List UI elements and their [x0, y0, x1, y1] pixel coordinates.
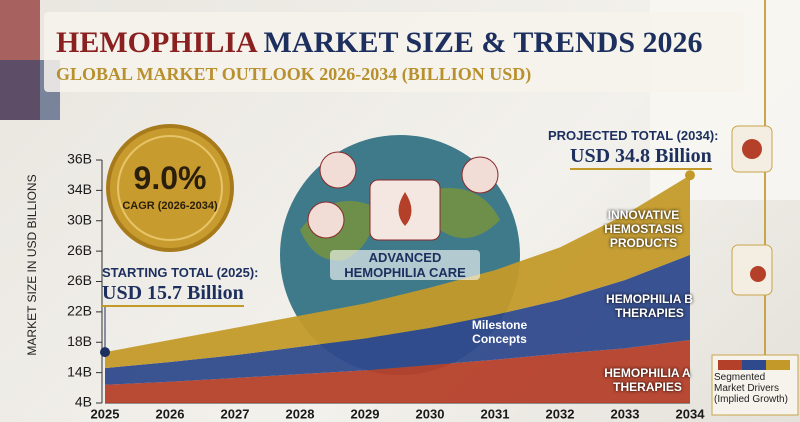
series-label: HEMOPHILIA A THERAPIES — [604, 366, 691, 394]
cagr-badge-ring — [117, 135, 223, 241]
y-tick-label: 22B — [67, 303, 92, 319]
end-marker — [685, 170, 695, 181]
title-panel — [44, 12, 744, 92]
y-axis-label: MARKET SIZE IN USD BILLIONS — [25, 174, 39, 356]
y-tick-label: 30B — [67, 211, 92, 227]
start-label: STARTING TOTAL (2025): — [102, 265, 259, 280]
cell-icon — [461, 156, 499, 194]
x-tick-label: 2031 — [481, 406, 510, 421]
icon — [742, 139, 762, 159]
x-tick-label: 2034 — [676, 406, 706, 421]
series-label: INNOVATIVE HEMOSTASIS PRODUCTS — [604, 208, 683, 250]
x-tick-label: 2029 — [351, 406, 380, 421]
y-tick-label: 18B — [67, 333, 92, 349]
drop — [398, 192, 412, 226]
x-tick-label: 2025 — [91, 406, 120, 421]
x-tick-label: 2032 — [546, 406, 575, 421]
area — [105, 339, 690, 403]
series-label: HEMOPHILIA B THERAPIES — [606, 292, 693, 320]
y-tick-label: 34B — [67, 181, 92, 197]
legend-swatch — [742, 360, 766, 370]
y-tick-label: 36B — [67, 151, 92, 167]
globe-land — [430, 188, 500, 238]
x-tick-label: 2026 — [156, 406, 185, 421]
title: HEMOPHILIA MARKET SIZE & TRENDS 2026 — [56, 26, 756, 60]
cagr-value: 9.0% — [133, 160, 207, 196]
legend-label: Segmented Market Drivers (Implied Growth… — [714, 372, 788, 405]
cell-icon — [307, 201, 345, 239]
y-tick-label: 14B — [67, 363, 92, 379]
start-value: USD 15.7 Billion — [102, 282, 244, 307]
legend-swatch — [718, 360, 742, 370]
y-tick-label: 4B — [75, 394, 92, 410]
cagr-label: CAGR (2026-2034) — [122, 200, 218, 212]
y-tick-label: 26B — [67, 242, 92, 258]
center-label: ADVANCED HEMOPHILIA CARE — [330, 250, 480, 280]
end-label: PROJECTED TOTAL (2034): — [548, 128, 719, 143]
area — [105, 254, 690, 385]
x-tick-label: 2027 — [221, 406, 250, 421]
subtitle: GLOBAL MARKET OUTLOOK 2026-2034 (BILLION… — [56, 64, 532, 84]
x-tick-label: 2033 — [611, 406, 640, 421]
cell-icon — [319, 151, 357, 189]
end-value: USD 34.8 Billion — [570, 145, 712, 170]
milestone-label: Milestone Concepts — [471, 318, 528, 346]
title-rest: MARKET SIZE & TRENDS 2026 — [263, 26, 703, 59]
title-highlight: HEMOPHILIA — [56, 26, 257, 59]
y-tick-label: 26B — [67, 272, 92, 288]
x-tick-label: 2030 — [416, 406, 445, 421]
icon — [750, 266, 766, 282]
area — [105, 175, 690, 369]
cagr-badge — [106, 124, 234, 252]
legend-swatch — [766, 360, 790, 370]
x-tick-label: 2028 — [286, 406, 315, 421]
